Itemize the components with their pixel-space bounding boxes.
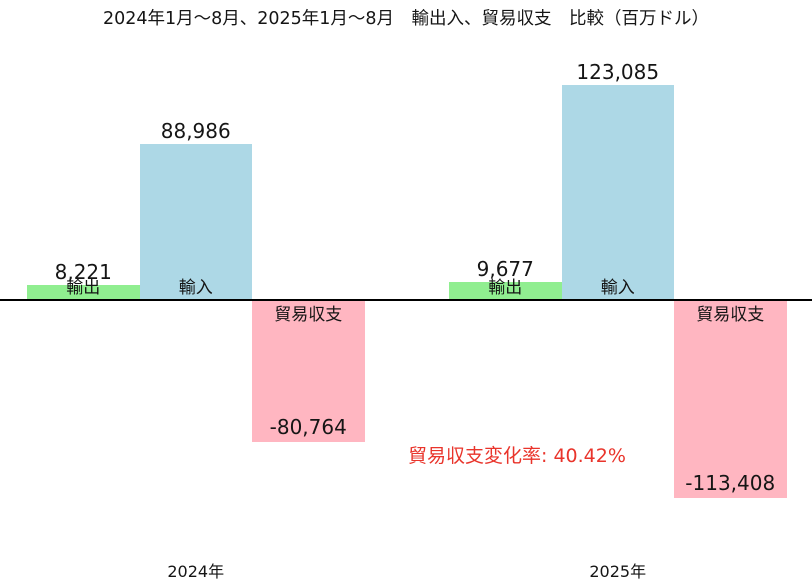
bar-label-import-2024年: 輸入 [178,278,213,298]
bar-import-2025年 [561,84,674,299]
bar-label-export-2024年: 輸出 [66,278,101,298]
bar-balance-2024年 [252,301,365,442]
bar-value-import-2024年: 88,986 [160,119,231,144]
bar-label-export-2025年: 輸出 [488,278,523,298]
bar-value-balance-2025年: -113,408 [685,471,776,496]
year-label-2024年: 2024年 [167,562,225,581]
bar-value-export-2024年: 8,221 [54,259,112,284]
bar-balance-2025年 [674,301,787,499]
year-label-2025年: 2025年 [589,562,647,581]
chart-title: 2024年1月〜8月、2025年1月〜8月 輸出入、貿易収支 比較（百万ドル） [102,9,710,29]
bar-export-2024年 [27,284,140,299]
bar-value-import-2025年: 123,085 [576,59,660,84]
bar-label-import-2025年: 輸入 [600,278,635,298]
bar-label-balance-2024年: 貿易収支 [274,305,343,325]
x-axis-line [0,299,812,301]
bar-value-export-2025年: 9,677 [476,257,534,282]
bar-value-balance-2024年: -80,764 [269,414,347,439]
bar-export-2025年 [449,282,562,299]
bar-import-2024年 [139,144,252,299]
bar-label-balance-2025年: 貿易収支 [696,305,765,325]
balance-change-rate-annotation: 貿易収支変化率: 40.42% [408,445,626,467]
